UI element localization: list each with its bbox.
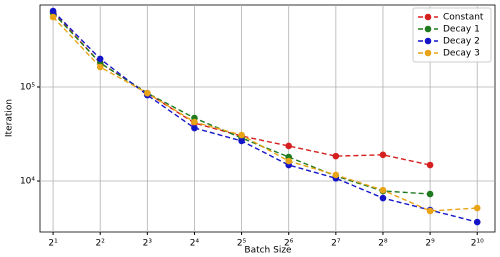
- x-tick-label: 2⁶: [284, 239, 294, 249]
- data-point: [285, 157, 293, 165]
- data-point: [49, 7, 57, 15]
- data-point: [379, 194, 387, 202]
- data-point: [144, 89, 151, 97]
- x-tick-label: 2⁹: [425, 239, 435, 249]
- x-tick-label: 2²: [96, 239, 106, 249]
- x-tick-label: 2⁷: [331, 239, 341, 249]
- data-point: [285, 142, 293, 150]
- data-point: [191, 118, 198, 126]
- x-tick-label: 2⁸: [378, 239, 388, 249]
- x-tick-label: 2¹: [48, 239, 58, 249]
- x-tick-label: 2⁵: [237, 239, 247, 249]
- data-point: [379, 186, 387, 194]
- series-line: [52, 10, 478, 223]
- data-point: [238, 131, 245, 139]
- legend-marker: [424, 13, 432, 21]
- data-point: [426, 161, 434, 169]
- data-point: [473, 218, 481, 226]
- plot-frame: [39, 4, 496, 233]
- data-point: [473, 204, 481, 212]
- data-point: [49, 13, 57, 21]
- x-tick-label: 2⁴: [190, 239, 200, 249]
- data-point: [426, 190, 434, 198]
- legend-box: [412, 7, 492, 63]
- data-point: [379, 151, 387, 159]
- data-point: [96, 55, 104, 63]
- legend-label: Decay 3: [443, 49, 480, 59]
- legend: Constant Decay 1 Decay 2 Decay 3: [412, 7, 492, 63]
- data-point: [426, 207, 434, 215]
- legend-label: Constant: [443, 13, 484, 23]
- legend-marker: [424, 37, 432, 45]
- data-point: [191, 124, 198, 132]
- y-tick-label: 10⁴: [20, 177, 35, 187]
- legend-label: Decay 1: [443, 25, 480, 35]
- y-tick-label: 10⁵: [20, 83, 35, 93]
- legend-label: Decay 2: [443, 37, 480, 47]
- data-point: [332, 171, 340, 179]
- series-line: [52, 11, 431, 166]
- data-point: [238, 137, 245, 145]
- data-point: [96, 63, 104, 71]
- y-axis-label: Iteration: [5, 99, 15, 137]
- x-tick-label: 2³: [143, 239, 153, 249]
- series-line: [52, 12, 431, 195]
- data-point: [332, 152, 340, 160]
- legend-marker: [424, 49, 432, 57]
- legend-marker: [424, 25, 432, 33]
- x-tick-label: 2¹⁰: [471, 239, 484, 249]
- x-axis-label: Batch Size: [244, 246, 292, 256]
